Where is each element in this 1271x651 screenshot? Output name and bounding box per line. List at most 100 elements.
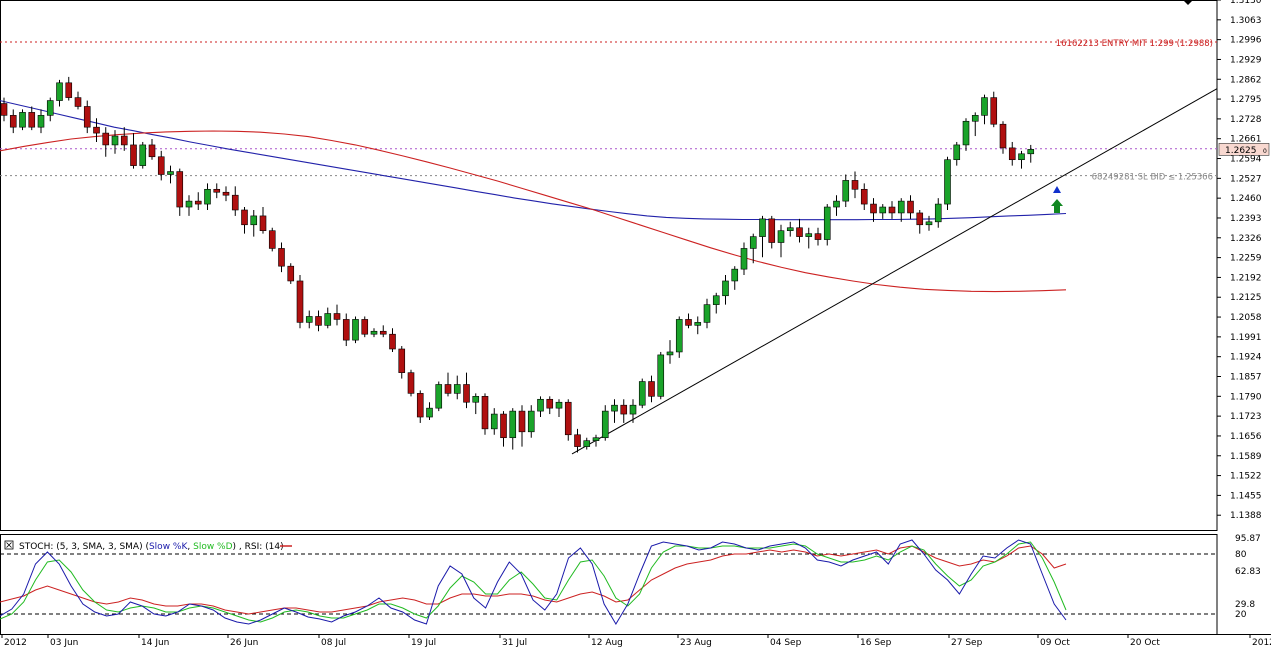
bullish-candle — [925, 221, 933, 226]
bearish-candle — [990, 97, 998, 125]
bearish-candle — [315, 316, 322, 326]
bullish-candle — [823, 206, 831, 240]
chart-frame — [0, 0, 1271, 635]
bearish-candle — [574, 434, 581, 447]
bullish-candle — [759, 218, 766, 237]
bullish-candle — [611, 404, 618, 412]
moving-average-line — [0, 100, 1067, 221]
bearish-candle — [999, 123, 1007, 149]
price-tick-label: 1.2661 — [1230, 135, 1262, 145]
oscillator-tick-label: 29.8 — [1235, 600, 1255, 610]
bearish-candle — [648, 381, 655, 397]
bullish-candle — [934, 203, 942, 223]
bullish-candle — [703, 304, 711, 323]
bullish-candle — [731, 268, 739, 282]
bearish-candle — [870, 203, 877, 214]
bearish-candle — [296, 280, 304, 323]
bullish-candle — [111, 135, 119, 146]
level-label: 16162213 ENTRY MIT 1.299 (1.2988) — [1056, 39, 1213, 49]
bullish-candle — [842, 180, 850, 202]
price-tick-label: 1.2259 — [1230, 254, 1262, 264]
bearish-candle — [287, 265, 295, 282]
price-tick-label: 1.3063 — [1230, 16, 1262, 26]
price-tick-label: 1.2795 — [1230, 95, 1262, 105]
date-tick-label: 27 Sep — [951, 638, 983, 647]
date-tick-label: 04 Sep — [770, 638, 802, 647]
bearish-candle — [546, 398, 554, 409]
price-tick-label: 1.2728 — [1230, 115, 1262, 125]
candles — [0, 76, 1035, 453]
sell-stop-marker-icon — [1053, 186, 1061, 193]
moving-averages — [0, 100, 1067, 293]
oscillator-tick-label: 20 — [1235, 610, 1247, 620]
price-tick-label: 1.2058 — [1230, 313, 1262, 323]
date-tick-label: 2012 — [4, 638, 27, 647]
bullish-candle — [675, 319, 683, 353]
bullish-candle — [749, 236, 757, 249]
bullish-candle — [777, 230, 785, 243]
date-tick-label: 03 Jun — [50, 638, 78, 647]
bearish-candle — [120, 135, 128, 146]
rsi-line — [0, 545, 1067, 615]
bullish-candle — [37, 115, 45, 128]
moving-average-line — [0, 130, 1067, 293]
bullish-candle — [435, 384, 443, 409]
price-tick-label: 1.2862 — [1230, 75, 1262, 85]
bearish-candle — [814, 233, 822, 240]
oscillator-tick-label: 95.87 — [1235, 534, 1261, 544]
bearish-candle — [222, 191, 230, 196]
bearish-candle — [361, 319, 369, 335]
price-axis: 1.3130 1.3063 1.2996 1.2929 1.2862 1.2795 1.27… — [1183, 0, 1270, 521]
bearish-candle — [620, 404, 628, 415]
bullish-candle — [555, 401, 563, 409]
bullish-candle — [139, 144, 147, 166]
date-tick-label: 31 Jul — [502, 638, 527, 647]
bearish-candle — [907, 200, 914, 214]
bullish-candle — [962, 120, 970, 146]
bearish-candle — [888, 206, 896, 214]
price-tick-label: 1.2393 — [1230, 214, 1262, 224]
price-panel-border — [0, 0, 1218, 531]
date-tick-label: 09 Oct — [1040, 638, 1070, 647]
bullish-candle — [509, 410, 517, 439]
bullish-candle — [601, 410, 609, 439]
bullish-candle — [1027, 149, 1035, 155]
bullish-candle — [56, 82, 63, 101]
bullish-candle — [953, 144, 961, 161]
price-tick-label: 1.1991 — [1230, 333, 1262, 343]
bearish-candle — [194, 200, 202, 205]
bullish-candle — [250, 215, 258, 226]
bearish-candle — [685, 319, 692, 326]
bullish-candle — [833, 200, 840, 208]
bullish-candle — [527, 410, 535, 433]
legend-close-icon — [6, 542, 12, 548]
bullish-candle — [426, 407, 433, 418]
bearish-candle — [463, 384, 470, 403]
bullish-candle — [740, 248, 748, 270]
bearish-candle — [916, 212, 924, 226]
bearish-candle — [398, 348, 406, 373]
bearish-candle — [851, 180, 859, 190]
price-tick-label: 1.1857 — [1230, 373, 1262, 383]
bullish-candle — [897, 200, 905, 214]
bearish-candle — [768, 218, 776, 243]
date-tick-label: 20 Oct — [1130, 638, 1160, 647]
oscillator-tick-label: 62.83 — [1235, 567, 1261, 577]
stoch-k-line — [0, 539, 1067, 625]
oscillator-legend: STOCH: (5, 3, SMA, 3, SMA) (Slow %K, Slo… — [19, 542, 284, 552]
price-tick-label: 1.3130 — [1230, 0, 1262, 6]
bearish-candle — [333, 313, 341, 320]
legend-k: Slow %K — [149, 542, 188, 552]
price-tick-label: 1.1388 — [1230, 511, 1262, 521]
bullish-candle — [453, 384, 461, 394]
bearish-candle — [444, 384, 452, 394]
legend-prefix: STOCH: (5, 3, SMA, 3, SMA) ( — [19, 542, 149, 552]
level-lines: 16162213 ENTRY MIT 1.299 (1.2988) 6824928… — [0, 39, 1217, 183]
price-tick-label: 1.2996 — [1230, 36, 1262, 46]
date-tick-label: 19 Jul — [411, 638, 436, 647]
price-tick-label: 1.2460 — [1230, 194, 1262, 204]
bullish-candle — [370, 330, 378, 335]
bearish-candle — [148, 144, 156, 158]
